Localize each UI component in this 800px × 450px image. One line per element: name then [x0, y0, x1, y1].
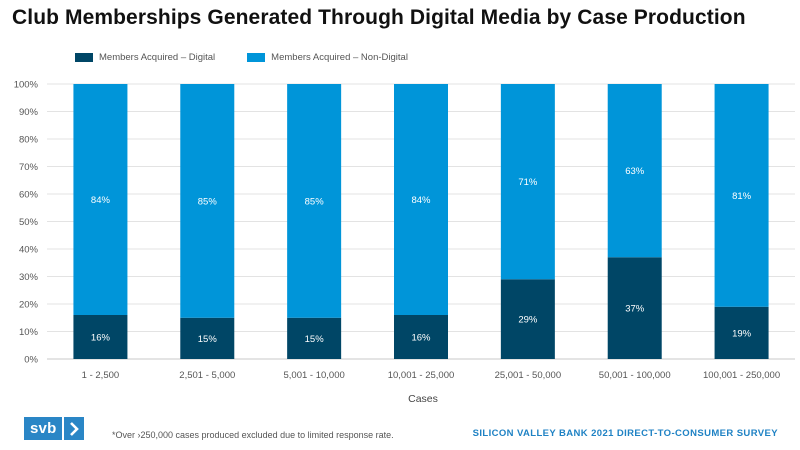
- bar-segment-digital: [394, 315, 448, 359]
- x-tick-label: 1 - 2,500: [82, 370, 120, 381]
- legend-item-digital: Members Acquired – Digital: [75, 52, 215, 63]
- data-label-non-digital: 85%: [198, 196, 218, 207]
- data-label-digital: 16%: [91, 333, 111, 344]
- legend-swatch-digital: [75, 52, 93, 62]
- x-tick-label: 100,001 - 250,000: [703, 370, 780, 381]
- data-label-digital: 15%: [305, 334, 325, 345]
- x-axis-title: Cases: [408, 393, 438, 405]
- bar-segment-digital: [180, 317, 235, 359]
- y-tick-label: 90%: [19, 107, 39, 118]
- bar-segment-digital: [500, 279, 555, 359]
- bar-segment-digital: [73, 315, 128, 359]
- y-tick-label: 30%: [19, 272, 39, 283]
- y-tick-label: 60%: [19, 190, 39, 201]
- data-label-digital: 19%: [732, 328, 752, 339]
- data-label-digital: 29%: [518, 315, 538, 326]
- y-tick-label: 70%: [19, 162, 39, 173]
- y-tick-label: 80%: [19, 135, 39, 146]
- source-label: SILICON VALLEY BANK 2021 DIRECT-TO-CONSU…: [472, 428, 778, 439]
- chevron-right-icon: [64, 417, 85, 440]
- data-label-digital: 15%: [198, 334, 218, 345]
- data-label-digital: 37%: [625, 304, 645, 315]
- bar-segment-non-digital: [287, 84, 342, 318]
- chart-legend: Members Acquired – Digital Members Acqui…: [75, 50, 440, 64]
- bar-segment-non-digital: [714, 84, 769, 307]
- data-label-non-digital: 85%: [305, 196, 325, 207]
- y-tick-label: 40%: [19, 245, 39, 256]
- legend-label-digital: Members Acquired – Digital: [99, 51, 216, 63]
- y-tick-label: 50%: [19, 217, 39, 228]
- y-tick-label: 0%: [24, 355, 38, 366]
- x-tick-label: 5,001 - 10,000: [284, 370, 345, 381]
- bar-segment-non-digital: [394, 84, 448, 315]
- data-label-non-digital: 84%: [411, 195, 431, 206]
- logo-text: svb: [24, 417, 63, 440]
- data-label-non-digital: 71%: [518, 177, 538, 188]
- bar-segment-non-digital: [607, 84, 662, 258]
- data-label-non-digital: 63%: [625, 166, 645, 177]
- bar-segment-digital: [607, 257, 662, 359]
- y-tick-label: 100%: [14, 80, 39, 91]
- x-tick-label: 50,001 - 100,000: [599, 370, 671, 381]
- chart-title: Club Memberships Generated Through Digit…: [12, 6, 746, 29]
- x-tick-label: 10,001 - 25,000: [388, 370, 455, 381]
- bar-segment-non-digital: [500, 84, 555, 280]
- x-tick-label: 25,001 - 50,000: [495, 370, 562, 381]
- svb-logo: svb: [24, 417, 85, 440]
- bar-segment-non-digital: [180, 84, 235, 318]
- y-tick-label: 10%: [19, 327, 39, 338]
- bar-segment-digital: [714, 306, 769, 359]
- bar-segment-non-digital: [73, 84, 128, 315]
- legend-item-non-digital: Members Acquired – Non-Digital: [247, 52, 408, 63]
- data-label-digital: 16%: [411, 333, 431, 344]
- data-label-non-digital: 84%: [91, 195, 111, 206]
- data-label-non-digital: 81%: [732, 191, 752, 202]
- y-tick-label: 20%: [19, 300, 39, 311]
- stacked-bar-chart: 0% 10% 20% 30% 40% 50% 60% 70% 80% 90% 100% 16% 84% 1…: [14, 80, 795, 405]
- legend-label-non-digital: Members Acquired – Non-Digital: [271, 51, 408, 63]
- x-tick-label: 2,501 - 5,000: [179, 370, 235, 381]
- bar-segment-digital: [287, 317, 342, 359]
- footnote: *Over ›250,000 cases produced excluded d…: [112, 430, 394, 440]
- legend-swatch-non-digital: [247, 52, 266, 62]
